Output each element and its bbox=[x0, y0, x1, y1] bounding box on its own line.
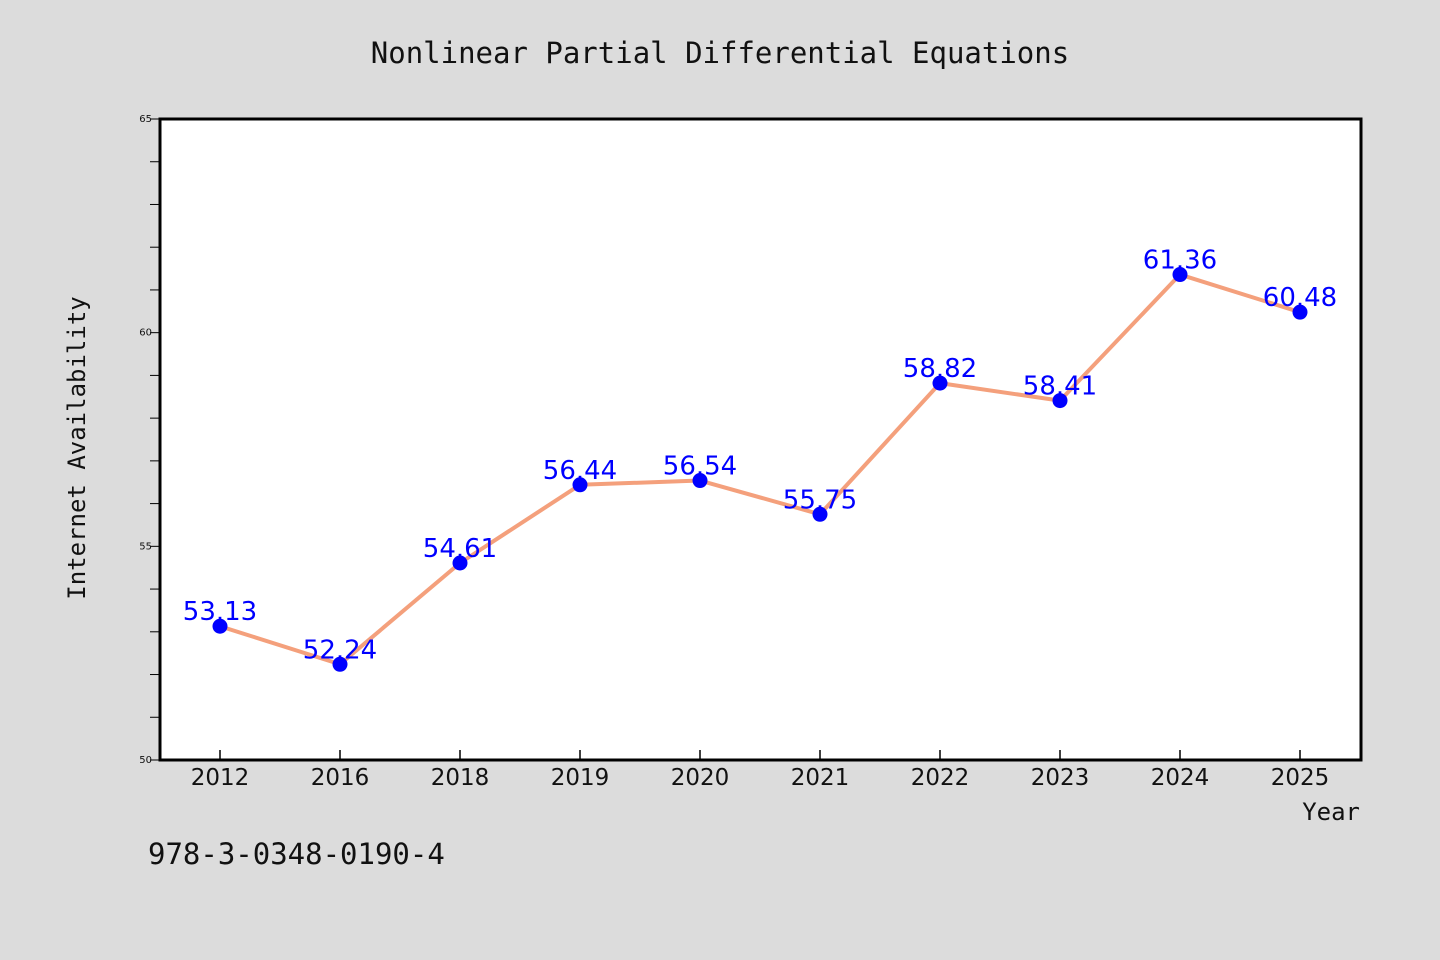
y-tick-label: 60 bbox=[139, 328, 152, 339]
x-tick-label: 2012 bbox=[191, 765, 250, 791]
isbn-annotation: 978-3-0348-0190-4 bbox=[148, 837, 445, 871]
x-tick-label: 2023 bbox=[1031, 765, 1090, 791]
data-point bbox=[452, 555, 468, 571]
y-tick-label: 65 bbox=[139, 114, 152, 125]
y-axis-label: Internet Availability bbox=[63, 296, 91, 599]
x-tick-label: 2019 bbox=[551, 765, 610, 791]
data-point bbox=[932, 375, 948, 391]
chart-title: Nonlinear Partial Differential Equations bbox=[371, 36, 1069, 70]
y-tick-label: 55 bbox=[139, 541, 152, 552]
x-tick-label: 2020 bbox=[671, 765, 730, 791]
data-point bbox=[212, 618, 228, 634]
x-tick-label: 2021 bbox=[791, 765, 850, 791]
plot-area bbox=[160, 119, 1361, 760]
x-tick-label: 2022 bbox=[911, 765, 970, 791]
data-label: 58.41 bbox=[1023, 372, 1097, 402]
data-label: 60.48 bbox=[1263, 283, 1337, 313]
x-axis-ticks: 2012 2016 2018 2019 2020 2021 2022 2023 2024 2025 bbox=[191, 750, 1330, 791]
data-point bbox=[1172, 267, 1188, 283]
data-point bbox=[332, 656, 348, 672]
series-line bbox=[219, 272, 1301, 667]
data-label: 54.61 bbox=[423, 534, 497, 564]
data-point bbox=[1292, 304, 1308, 320]
y-axis-ticks: 50 55 60 65 bbox=[139, 114, 160, 766]
data-label: 61.36 bbox=[1143, 246, 1217, 276]
data-label: 58.82 bbox=[903, 354, 977, 384]
data-point bbox=[572, 477, 588, 493]
data-point bbox=[692, 473, 708, 489]
series-layer bbox=[212, 267, 1308, 672]
data-label: 56.44 bbox=[543, 456, 617, 486]
x-tick-label: 2016 bbox=[311, 765, 370, 791]
data-label: 55.75 bbox=[783, 485, 857, 515]
data-label: 52.24 bbox=[303, 635, 377, 665]
x-tick-label: 2024 bbox=[1151, 765, 1210, 791]
data-point bbox=[812, 506, 828, 522]
y-tick-label: 50 bbox=[139, 755, 152, 766]
data-label: 53.13 bbox=[183, 597, 257, 627]
x-axis-label: Year bbox=[1302, 798, 1360, 826]
data-point bbox=[1052, 393, 1068, 409]
x-tick-label: 2018 bbox=[431, 765, 490, 791]
plot-frame bbox=[158, 117, 1363, 762]
x-tick-label: 2025 bbox=[1271, 765, 1330, 791]
data-label: 56.54 bbox=[663, 452, 737, 482]
data-labels: 53.13 52.24 54.61 56.44 56.54 55.75 58.82 58.41… bbox=[183, 246, 1337, 666]
